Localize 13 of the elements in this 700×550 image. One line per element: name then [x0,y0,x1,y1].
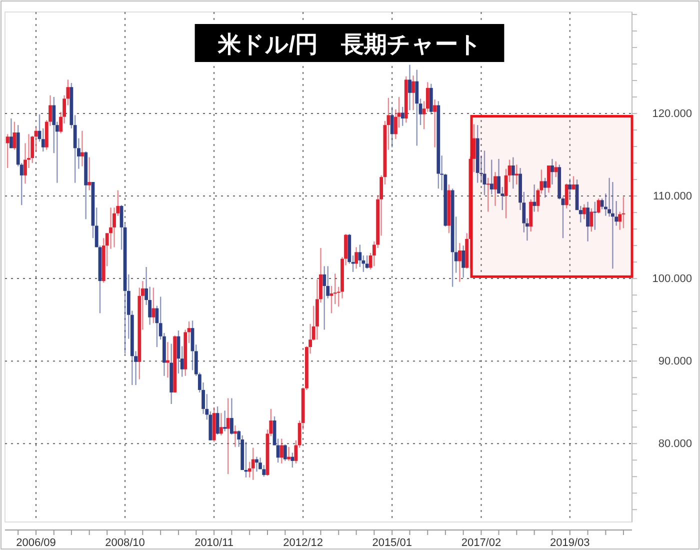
x-tick-label: 2019/03 [550,536,590,549]
y-tick-label: 120.000 [652,108,692,120]
y-tick-label: 90.000 [658,356,692,368]
x-tick-label: 2008/10 [105,536,145,549]
y-tick-label: 80.000 [658,438,692,450]
x-tick-label: 2015/01 [372,536,412,549]
x-tick-label: 2017/02 [461,536,502,549]
text: 米ドル/円 長期チャート [216,31,482,57]
y-tick-label: 110.000 [653,190,692,203]
x-tick-label: 2010/11 [194,536,234,549]
x-tick-label: 2006/09 [16,536,56,549]
x-tick-label: 2012/12 [283,536,323,549]
y-tick-label: 100.000 [652,273,692,286]
